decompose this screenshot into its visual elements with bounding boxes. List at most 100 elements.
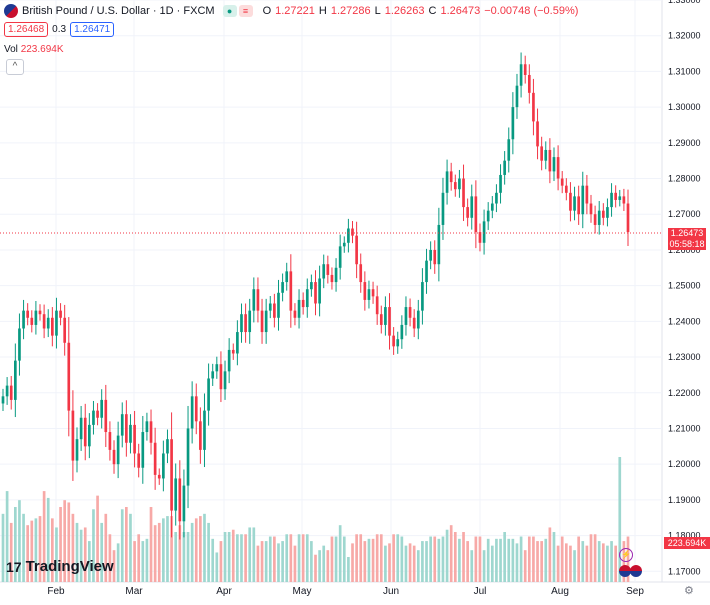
menu-icon[interactable]: ≡ xyxy=(238,5,253,17)
candle-body xyxy=(322,264,326,279)
sell-button[interactable]: 1.26468 xyxy=(4,22,49,37)
volume-bar xyxy=(162,518,165,582)
candle-body xyxy=(519,64,523,86)
eye-icon[interactable]: ● xyxy=(222,5,237,17)
y-tick-label: 1.24000 xyxy=(668,316,701,326)
volume-label[interactable]: Vol xyxy=(4,44,18,55)
volume-bar xyxy=(573,550,576,582)
candle-body xyxy=(51,317,54,336)
volume-bar xyxy=(207,522,210,582)
y-tick-label: 1.31000 xyxy=(668,66,701,76)
candle-body xyxy=(310,282,313,290)
volume-bar xyxy=(318,550,321,582)
uk-flag-icon[interactable] xyxy=(630,565,642,577)
volume-bar xyxy=(548,527,552,582)
volume-bar xyxy=(223,532,227,582)
volume-bar xyxy=(305,534,309,582)
candle-body xyxy=(392,335,395,347)
volume-bar xyxy=(392,534,395,582)
volume-bar xyxy=(347,557,350,582)
volume-bar xyxy=(470,550,474,582)
volume-bar xyxy=(544,538,548,582)
candle-body xyxy=(305,289,309,308)
volume-bar xyxy=(96,495,99,582)
volume-bar xyxy=(499,538,502,582)
candle-body xyxy=(22,310,25,329)
buy-button[interactable]: 1.26471 xyxy=(70,22,115,37)
y-tick-label: 1.18000 xyxy=(668,531,701,541)
candle-body xyxy=(166,439,169,454)
volume-bar xyxy=(260,541,264,582)
volume-bar xyxy=(281,541,284,582)
volume-bar xyxy=(219,541,223,582)
candle-body xyxy=(379,314,383,325)
candle-body xyxy=(1,396,5,404)
y-tick-label: 1.25000 xyxy=(668,281,701,291)
candle-body xyxy=(289,271,293,311)
candle-body xyxy=(141,432,145,468)
candle-body xyxy=(458,178,461,190)
candle-body xyxy=(38,310,42,315)
volume-bar xyxy=(359,534,363,582)
volume-bar xyxy=(527,536,531,582)
volume-bar xyxy=(178,525,182,582)
us-flag-icon[interactable] xyxy=(619,565,631,577)
tradingview-logo[interactable]: 17 TradingView xyxy=(6,558,114,575)
settings-icon[interactable]: ⚙ xyxy=(684,585,694,597)
candle-body xyxy=(437,224,441,265)
candle-body xyxy=(88,424,91,447)
candle-body xyxy=(606,207,609,218)
volume-bar xyxy=(71,513,75,582)
candle-body xyxy=(421,282,424,311)
price-axis xyxy=(662,0,710,600)
candle-body xyxy=(326,264,330,275)
candle-body xyxy=(363,282,367,300)
volume-bar xyxy=(585,545,589,582)
volume-bar xyxy=(564,543,568,582)
lightning-icon[interactable]: ⚡ xyxy=(619,548,633,562)
low-value: 1.26263 xyxy=(384,5,425,17)
candle-body xyxy=(314,282,317,304)
candle-body xyxy=(252,289,256,311)
candle-body xyxy=(137,453,141,468)
volume-bar xyxy=(433,536,437,582)
volume-bar xyxy=(34,518,38,582)
candle-body xyxy=(462,178,465,208)
collapse-legend-button[interactable]: ^ xyxy=(6,59,24,75)
candle-body xyxy=(523,64,527,75)
candle-body xyxy=(34,310,38,325)
volume-bar xyxy=(458,538,461,582)
volume-bar xyxy=(429,536,432,582)
candle-body xyxy=(174,478,178,511)
candle-body xyxy=(153,442,157,475)
candle-body xyxy=(371,289,375,297)
volume-bar xyxy=(379,534,383,582)
candle-body xyxy=(540,146,543,161)
volume-bar xyxy=(511,538,515,582)
volume-bar xyxy=(404,545,408,582)
gbpusd-flag-icon xyxy=(4,4,18,18)
volume-bar xyxy=(408,543,412,582)
volume-bar xyxy=(388,543,391,582)
candle-body xyxy=(441,192,445,225)
volume-bar xyxy=(490,545,494,582)
candle-body xyxy=(474,196,478,233)
indicator-buttons[interactable]: ● ≡ xyxy=(222,5,253,17)
candle-body xyxy=(162,453,165,479)
volume-bar xyxy=(149,507,153,582)
volume-bar xyxy=(449,525,453,582)
change-value: −0.00748 (−0.59%) xyxy=(484,5,579,17)
candle-body xyxy=(569,192,572,211)
candle-body xyxy=(59,310,62,318)
candle-body xyxy=(585,185,589,204)
candle-body xyxy=(334,267,338,283)
volume-bar xyxy=(22,513,25,582)
symbol-title[interactable]: British Pound / U.S. Dollar · 1D · FXCM xyxy=(22,5,215,17)
volume-bar xyxy=(67,502,71,582)
open-label: O xyxy=(262,5,272,17)
candle-body xyxy=(614,192,618,200)
candle-body xyxy=(277,292,280,318)
candle-body xyxy=(75,439,79,461)
